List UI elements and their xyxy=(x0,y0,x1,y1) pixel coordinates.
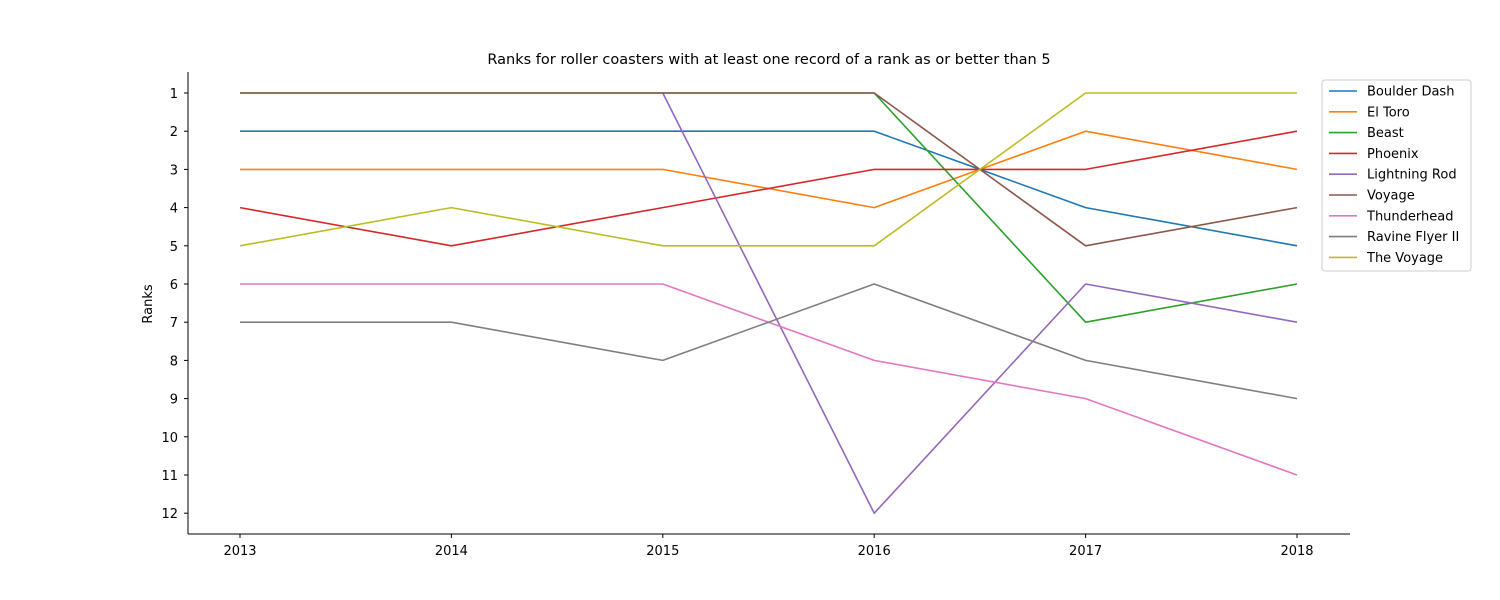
legend-label: The Voyage xyxy=(1366,251,1443,266)
legend-label: Phoenix xyxy=(1367,147,1419,162)
series-line-el-toro xyxy=(240,130,1298,209)
x-tick-label: 2017 xyxy=(1069,544,1102,559)
legend-label: Boulder Dash xyxy=(1367,85,1454,100)
y-tick-label: 10 xyxy=(161,431,178,446)
x-tick-label: 2018 xyxy=(1280,544,1313,559)
series-line-voyage xyxy=(240,92,1298,247)
series-line-phoenix xyxy=(239,130,1298,247)
y-tick-label: 8 xyxy=(170,354,178,369)
y-tick-label: 7 xyxy=(170,316,178,331)
y-tick-label: 2 xyxy=(170,125,178,140)
x-tick-label: 2016 xyxy=(858,544,891,559)
y-tick-label: 11 xyxy=(161,469,178,484)
y-tick-label: 6 xyxy=(170,278,178,293)
legend-label: Beast xyxy=(1367,126,1404,141)
series-line-ravine-flyer-ii xyxy=(240,283,1298,400)
series-line-boulder-dash xyxy=(240,130,1298,247)
legend: Boulder Dash El Toro Beast Phoenix Lightning… xyxy=(1321,79,1472,272)
x-tick-label: 2015 xyxy=(646,544,679,559)
y-tick-label: 3 xyxy=(170,163,178,178)
y-axis-label: Ranks xyxy=(141,284,156,323)
series-line-beast xyxy=(240,92,1298,324)
legend-label: Lightning Rod xyxy=(1367,168,1457,183)
y-tick-label: 9 xyxy=(170,393,178,408)
legend-label: Ravine Flyer II xyxy=(1367,230,1459,245)
y-tick-label: 1 xyxy=(170,87,178,102)
series-lines xyxy=(239,92,1298,515)
y-tick-label: 12 xyxy=(161,507,178,522)
series-line-lightning-rod xyxy=(662,92,1298,515)
x-tick-label: 2013 xyxy=(223,544,256,559)
chart-title: Ranks for roller coasters with at least … xyxy=(487,52,1050,68)
legend-label: El Toro xyxy=(1367,105,1410,120)
y-tick-label: 4 xyxy=(170,202,178,217)
x-axis-ticks: 2013 2014 2015 2016 2017 2018 xyxy=(223,534,1314,559)
series-line-the-voyage xyxy=(239,92,1297,247)
legend-box xyxy=(1321,79,1472,272)
x-tick-label: 2014 xyxy=(435,544,468,559)
legend-label: Voyage xyxy=(1367,189,1415,204)
legend-label: Thunderhead xyxy=(1366,209,1453,224)
y-tick-label: 5 xyxy=(170,240,178,255)
